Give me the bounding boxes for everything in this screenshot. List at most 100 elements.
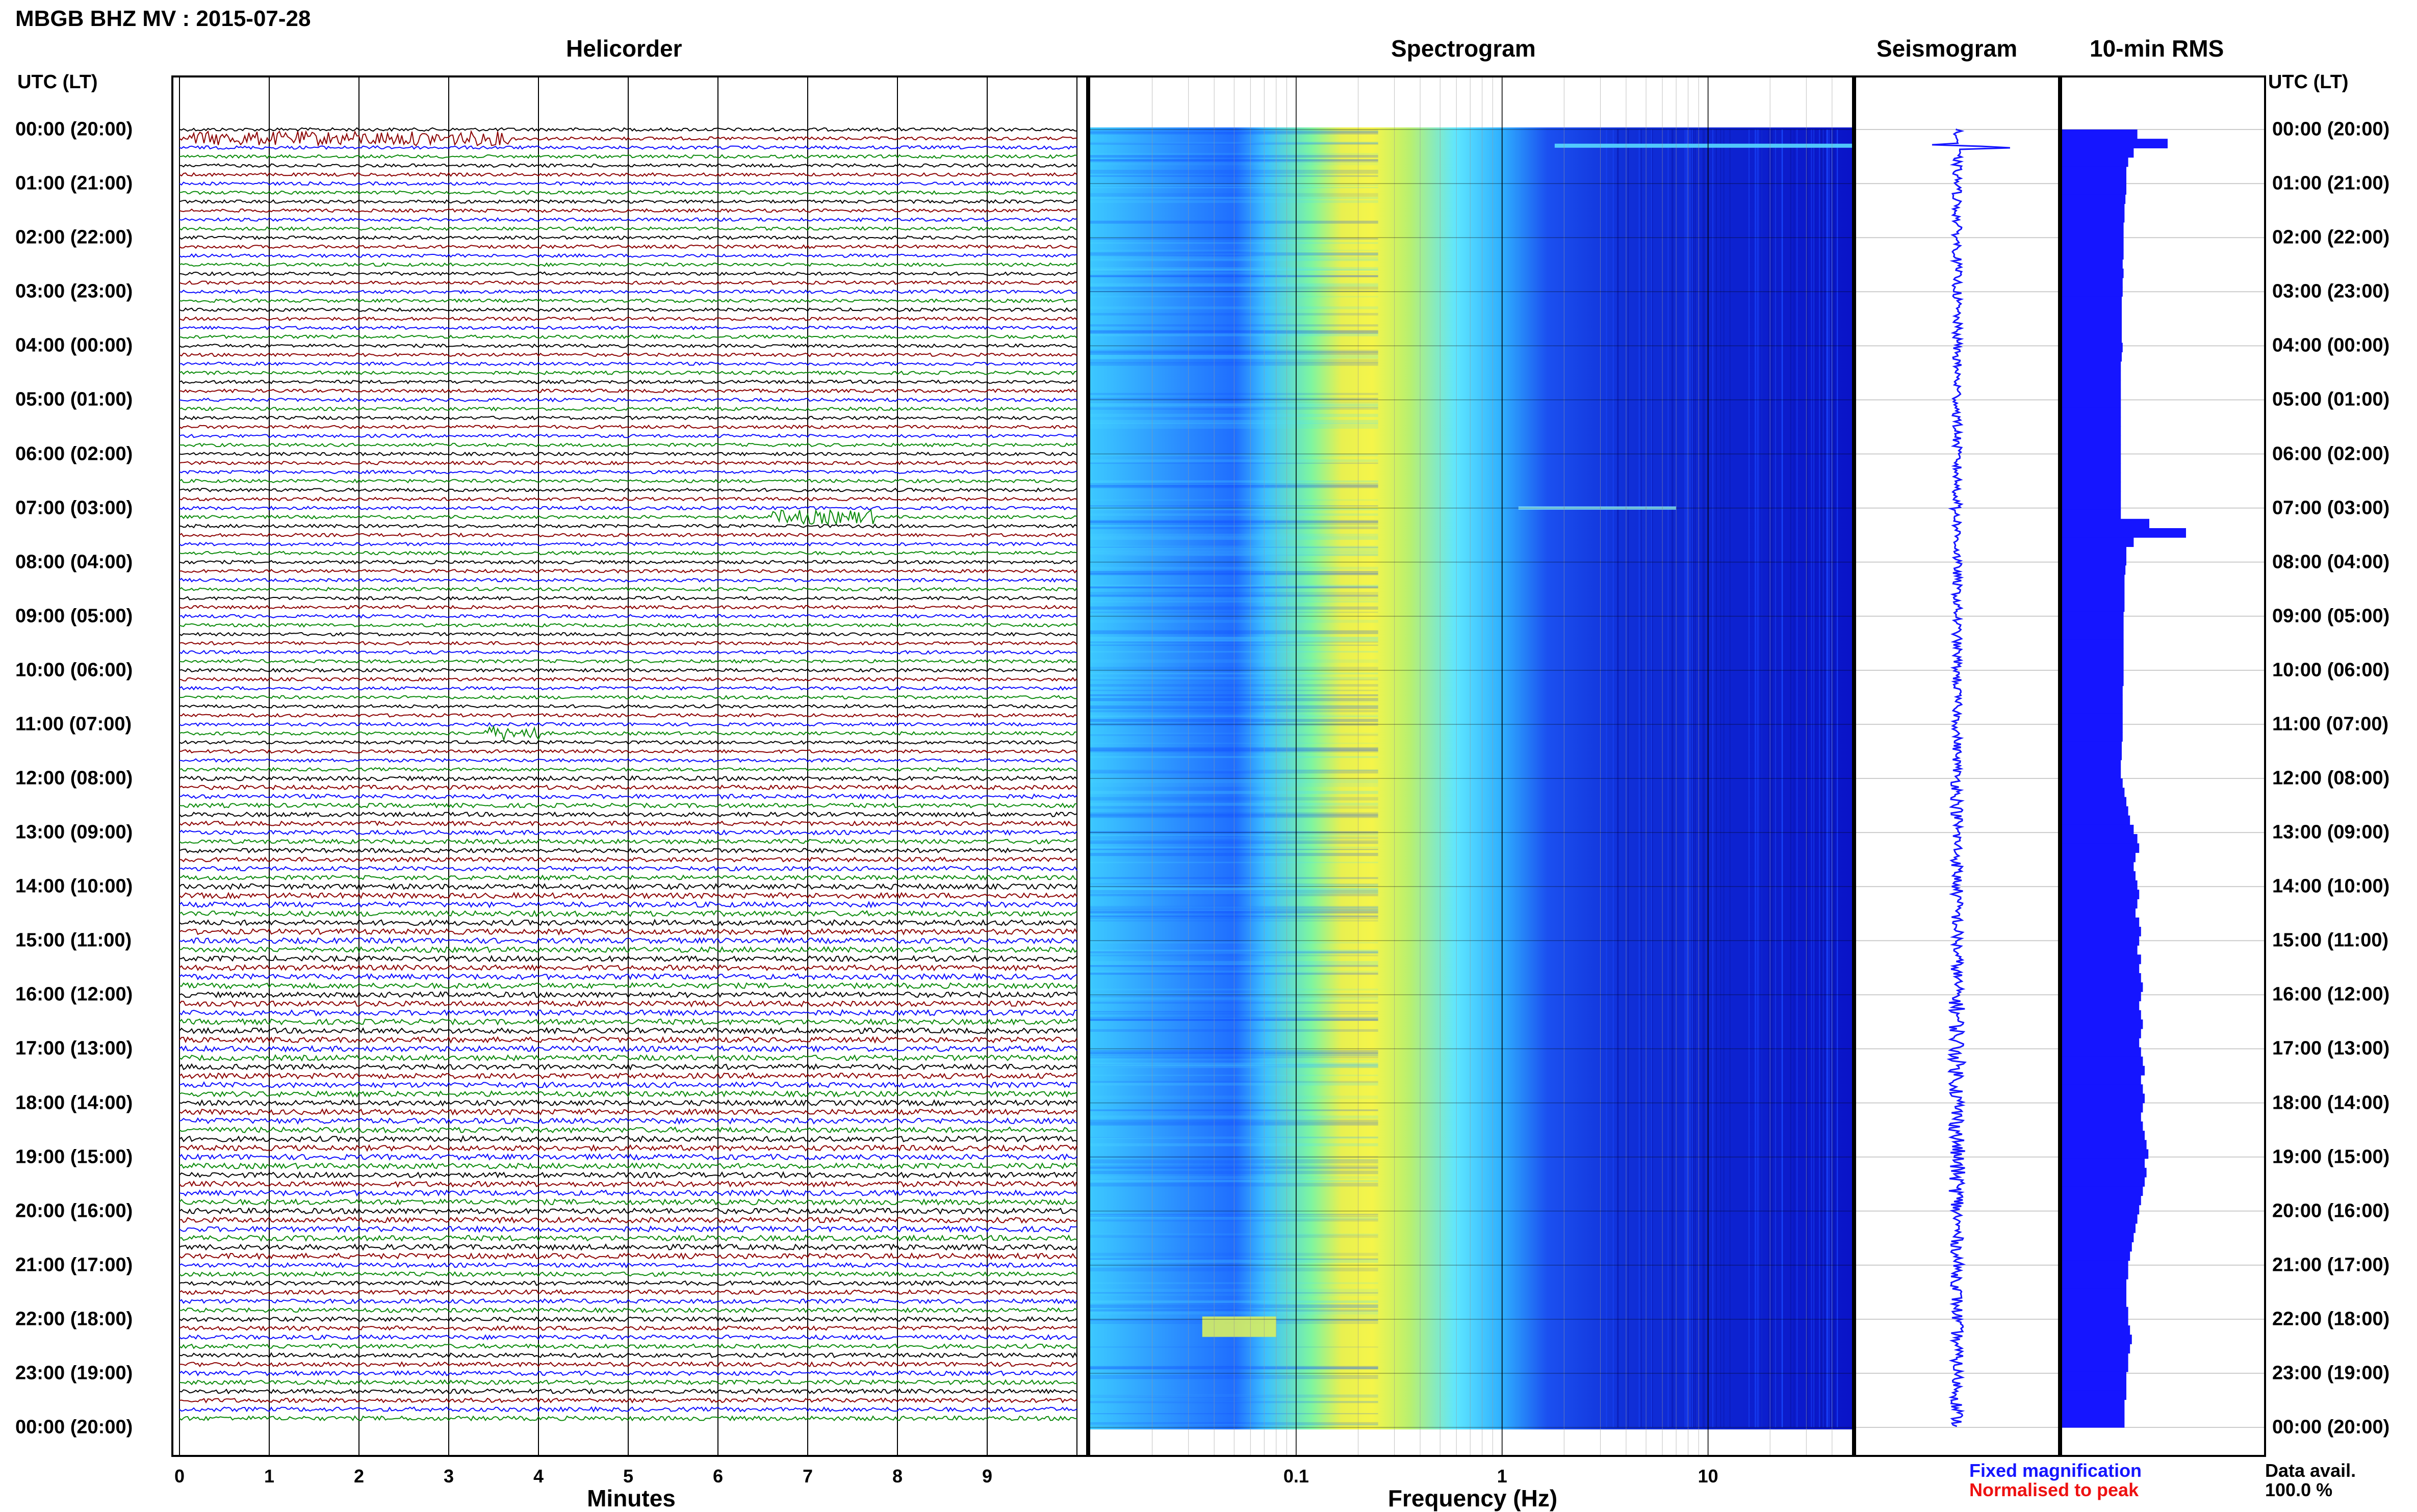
helicorder-trace [179, 1117, 1077, 1125]
rms-bar [2062, 695, 2123, 705]
helicorder-x-tick: 7 [802, 1466, 813, 1487]
rms-bar [2062, 574, 2125, 584]
helicorder-trace [179, 551, 1077, 556]
helicorder-trace [179, 641, 1077, 646]
time-label-left: 10:00 (06:00) [15, 659, 133, 681]
helicorder-trace [179, 541, 1077, 547]
helicorder-title: Helicorder [566, 35, 682, 62]
helicorder-trace [179, 1271, 1077, 1278]
rms-bar [2062, 1205, 2140, 1215]
rms-bar [2062, 1233, 2134, 1242]
rms-bar [2062, 797, 2126, 807]
rms-bar [2062, 1307, 2128, 1317]
helicorder-trace [179, 1325, 1077, 1332]
helicorder-trace [179, 668, 1077, 673]
rms-bar [2062, 324, 2122, 334]
helicorder-trace [179, 208, 1077, 213]
helicorder-trace [179, 578, 1077, 583]
time-label-right: 22:00 (18:00) [2272, 1308, 2390, 1330]
seismogram-trace [1932, 128, 2010, 1427]
rms-bar [2062, 1344, 2130, 1354]
helicorder-trace [179, 1352, 1077, 1359]
helicorder-trace [179, 280, 1077, 285]
rms-bar [2062, 231, 2124, 241]
time-label-right: 21:00 (17:00) [2272, 1254, 2390, 1276]
spectrogram-x-tick: 10 [1698, 1466, 1718, 1487]
helicorder-trace [179, 352, 1077, 357]
rms-bar [2062, 713, 2123, 723]
helicorder-trace [179, 316, 1077, 321]
helicorder-trace [179, 253, 1077, 258]
rms-bar [2062, 1038, 2140, 1048]
helicorder-trace [179, 595, 1077, 601]
rms-bar [2062, 185, 2126, 195]
helicorder-trace [179, 1207, 1077, 1215]
time-label-right: 12:00 (08:00) [2272, 767, 2390, 789]
rms-bar [2062, 1075, 2141, 1085]
helicorder-trace [179, 415, 1077, 421]
rms-bar [2062, 593, 2125, 603]
rms-bar [2062, 1242, 2132, 1252]
rms-bar [2062, 824, 2134, 835]
rms-bar [2062, 982, 2143, 992]
helicorder-trace [179, 703, 1077, 709]
time-label-left: 14:00 (10:00) [15, 875, 133, 897]
rms-bar [2062, 667, 2124, 677]
helicorder-trace [179, 784, 1077, 791]
rms-bar [2062, 750, 2122, 761]
helicorder-trace [179, 1307, 1077, 1314]
helicorder-trace [179, 163, 1077, 168]
main-title: MBGB BHZ MV : 2015-07-28 [15, 6, 311, 31]
time-label-right: 13:00 (09:00) [2272, 821, 2390, 843]
helicorder-trace [179, 298, 1077, 303]
rms-bar [2062, 936, 2140, 946]
spectrogram-event [1518, 506, 1677, 510]
rms-bar [2062, 1029, 2141, 1038]
rms-bar [2062, 222, 2124, 232]
helicorder-trace [179, 470, 1077, 475]
rms-bar [2062, 343, 2123, 353]
helicorder-x-tick: 1 [264, 1466, 275, 1487]
helicorder-x-label: Minutes [587, 1485, 676, 1511]
rms-bar [2062, 880, 2138, 890]
rms-plot [2062, 129, 2264, 1428]
time-label-right: 16:00 (12:00) [2272, 983, 2390, 1005]
time-label-right: 23:00 (19:00) [2272, 1362, 2390, 1384]
time-label-left: 00:00 (20:00) [15, 118, 133, 140]
helicorder-trace [179, 1415, 1077, 1422]
rms-bar [2062, 259, 2123, 269]
rms-bar [2062, 945, 2138, 955]
time-label-right: 10:00 (06:00) [2272, 659, 2390, 681]
rms-bar [2062, 352, 2122, 362]
helicorder-x-tick: 5 [623, 1466, 634, 1487]
helicorder-trace [179, 802, 1077, 809]
rms-bar [2062, 1381, 2126, 1391]
rms-bar [2062, 278, 2123, 288]
helicorder-trace [179, 982, 1077, 989]
rms-bar [2062, 370, 2121, 380]
helicorder-trace [179, 954, 1077, 962]
time-label-left: 15:00 (11:00) [15, 929, 132, 951]
helicorder-x-tick: 3 [443, 1466, 454, 1487]
time-label-left: 00:00 (20:00) [15, 1416, 133, 1438]
helicorder-trace [179, 190, 1077, 195]
rms-bar [2062, 1177, 2145, 1187]
time-axis-left: 00:00 (20:00) 01:00 (21:00) 02:00 (22:00) 0… [15, 75, 168, 1457]
rms-bar [2062, 1362, 2128, 1372]
helicorder-trace [179, 748, 1077, 754]
time-label-right: 01:00 (21:00) [2272, 172, 2390, 194]
helicorder-x-tick: 9 [982, 1466, 993, 1487]
rms-bar [2062, 213, 2125, 223]
time-label-left: 02:00 (22:00) [15, 226, 133, 248]
helicorder-trace [179, 1298, 1077, 1305]
rms-bar [2062, 973, 2141, 983]
time-label-left: 08:00 (04:00) [15, 551, 133, 573]
rms-bar [2062, 546, 2126, 557]
helicorder-trace [179, 154, 1077, 159]
rms-bar [2062, 1112, 2141, 1122]
utc-label-right: UTC (LT) [2268, 71, 2349, 93]
helicorder-trace [179, 1018, 1077, 1026]
rms-bar [2062, 129, 2138, 139]
helicorder-trace [179, 1225, 1077, 1233]
helicorder-trace [179, 1081, 1077, 1089]
